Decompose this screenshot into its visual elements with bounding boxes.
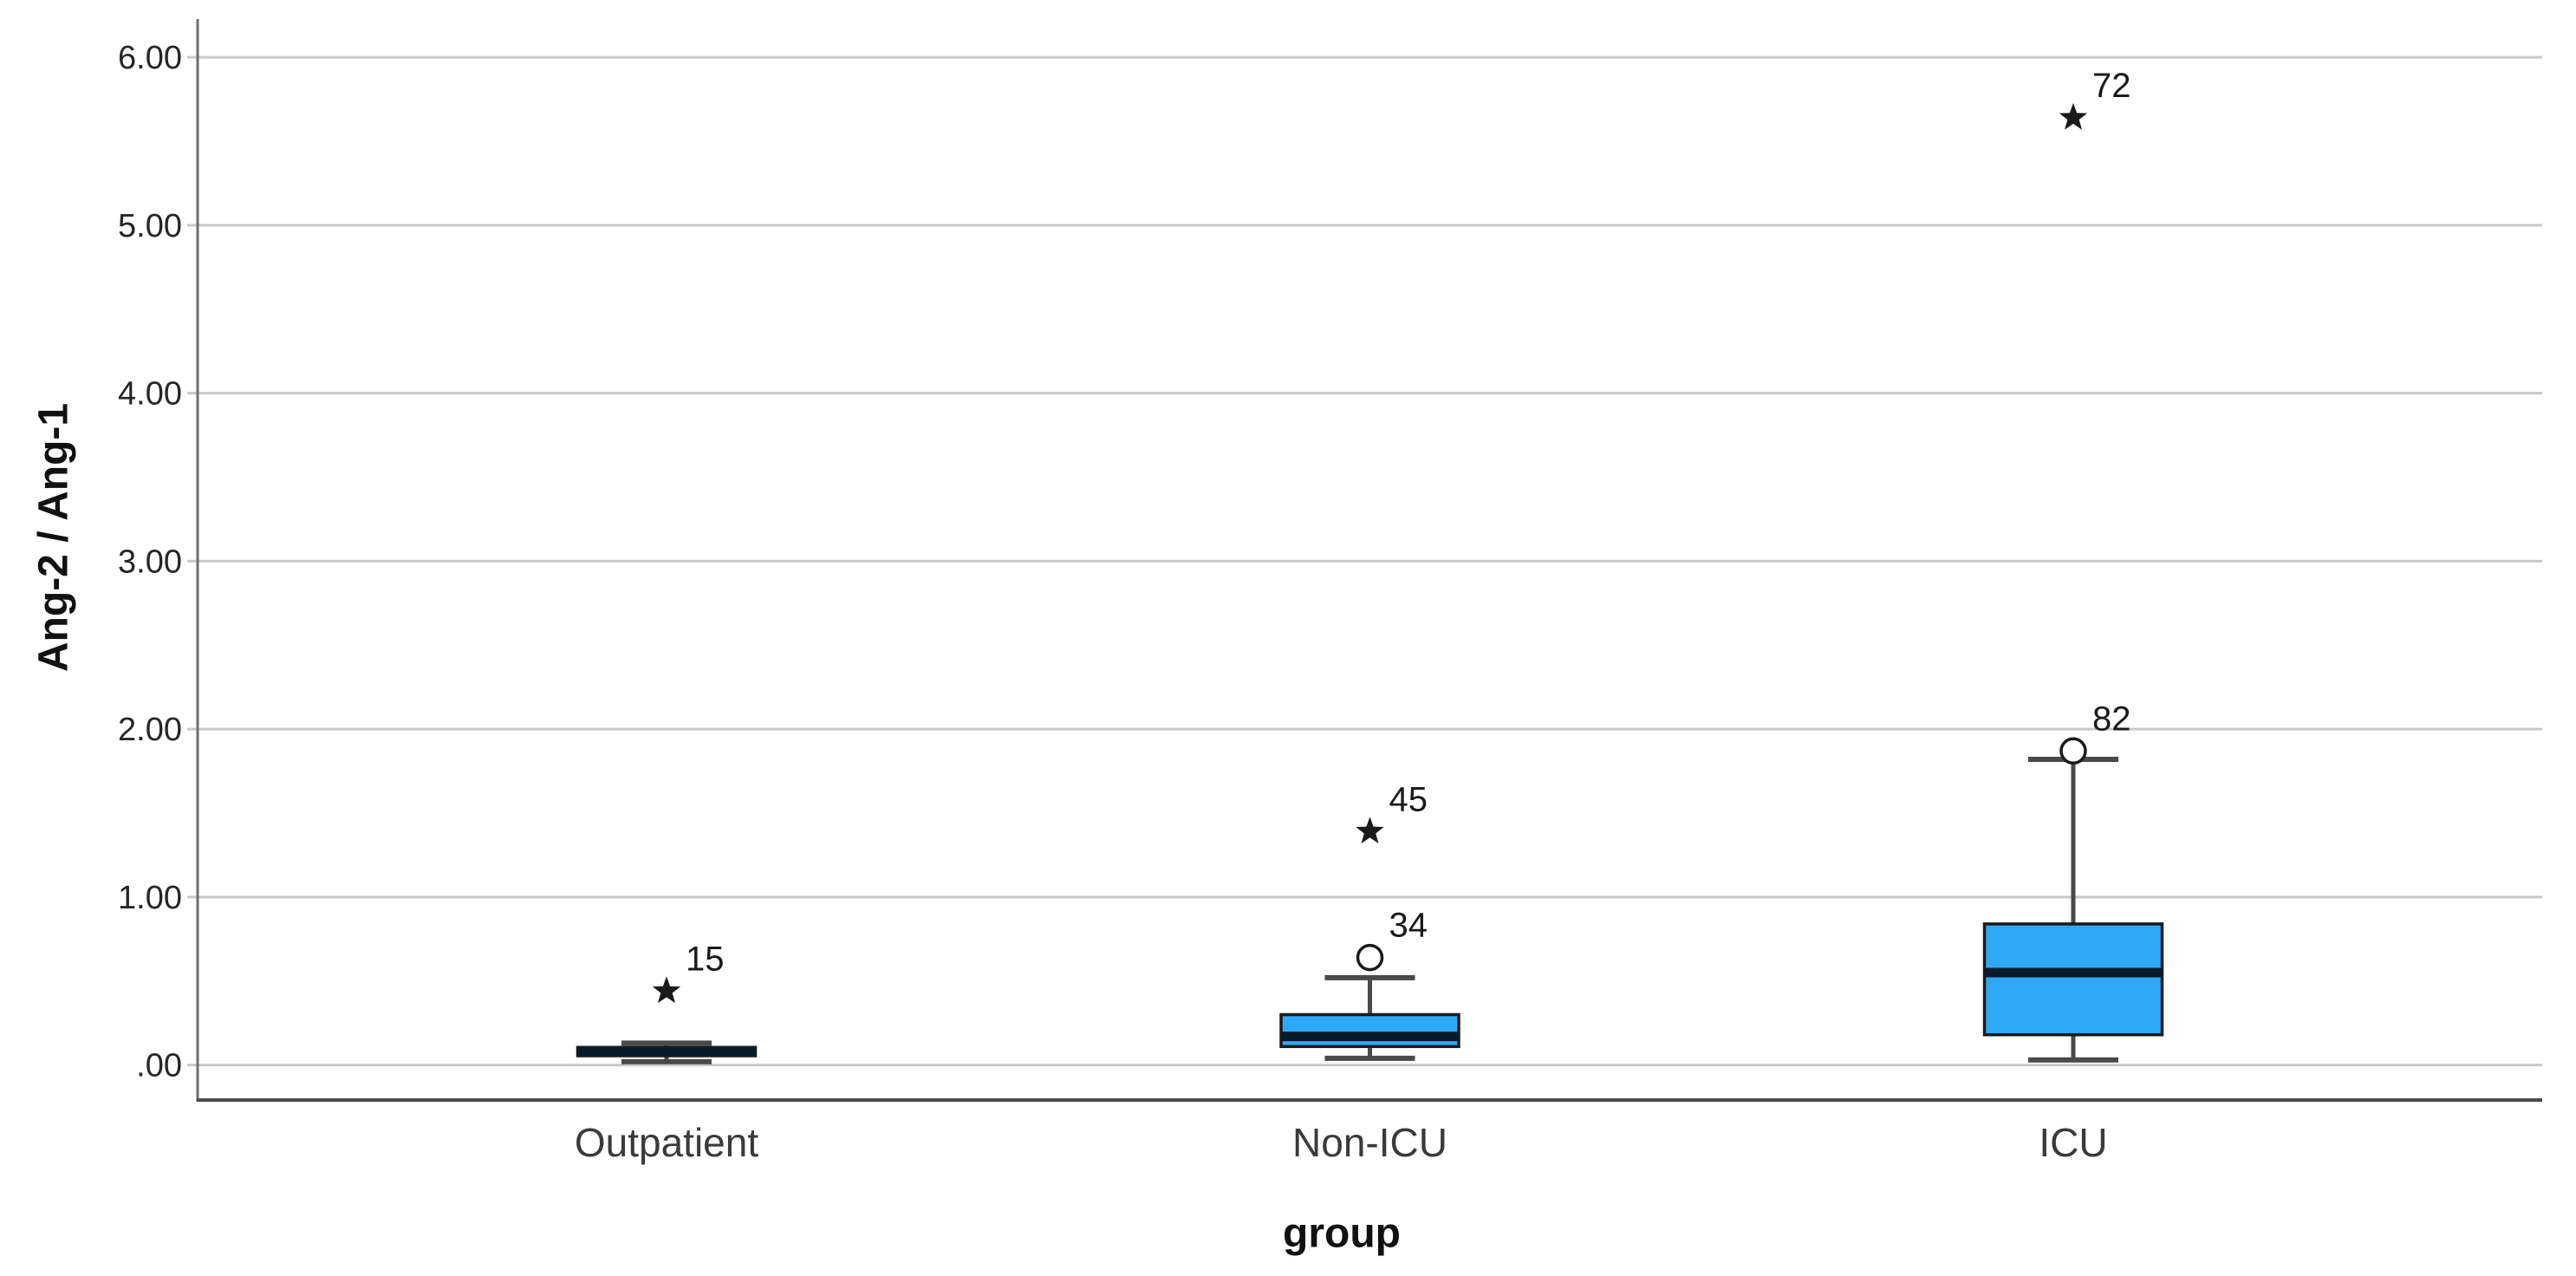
outlier-label: 82 <box>2092 700 2131 738</box>
y-tick-label: 1.00 <box>118 880 182 916</box>
y-tick-label: .00 <box>136 1048 182 1084</box>
category-label-outpatient: Outpatient <box>575 1120 758 1165</box>
outlier-circle-icu <box>2059 737 2087 765</box>
category-label-non-icu: Non-ICU <box>1292 1120 1447 1165</box>
box-icu <box>1982 922 2164 1037</box>
box-non-icu <box>1279 1012 1460 1049</box>
y-tick-label: 6.00 <box>118 40 182 76</box>
y-tick-label: 2.00 <box>118 712 182 748</box>
outlier-star-outpatient <box>652 976 681 1004</box>
y-tick-label: 4.00 <box>118 376 182 413</box>
y-tick-label: 3.00 <box>118 544 182 580</box>
outlier-label: 15 <box>686 940 725 978</box>
category-label-icu: ICU <box>2039 1120 2107 1165</box>
outlier-star-icu <box>2059 102 2088 130</box>
x-axis-title: group <box>1283 1210 1401 1257</box>
outlier-circle-non-icu <box>1356 943 1384 972</box>
outlier-label: 72 <box>2092 67 2131 105</box>
outlier-label: 45 <box>1389 780 1428 818</box>
outlier-star-non-icu <box>1356 817 1384 843</box>
outlier-label: 34 <box>1389 907 1428 945</box>
y-tick-label: 5.00 <box>118 208 182 244</box>
y-axis-title: Ang-2 / Ang-1 <box>30 402 77 673</box>
